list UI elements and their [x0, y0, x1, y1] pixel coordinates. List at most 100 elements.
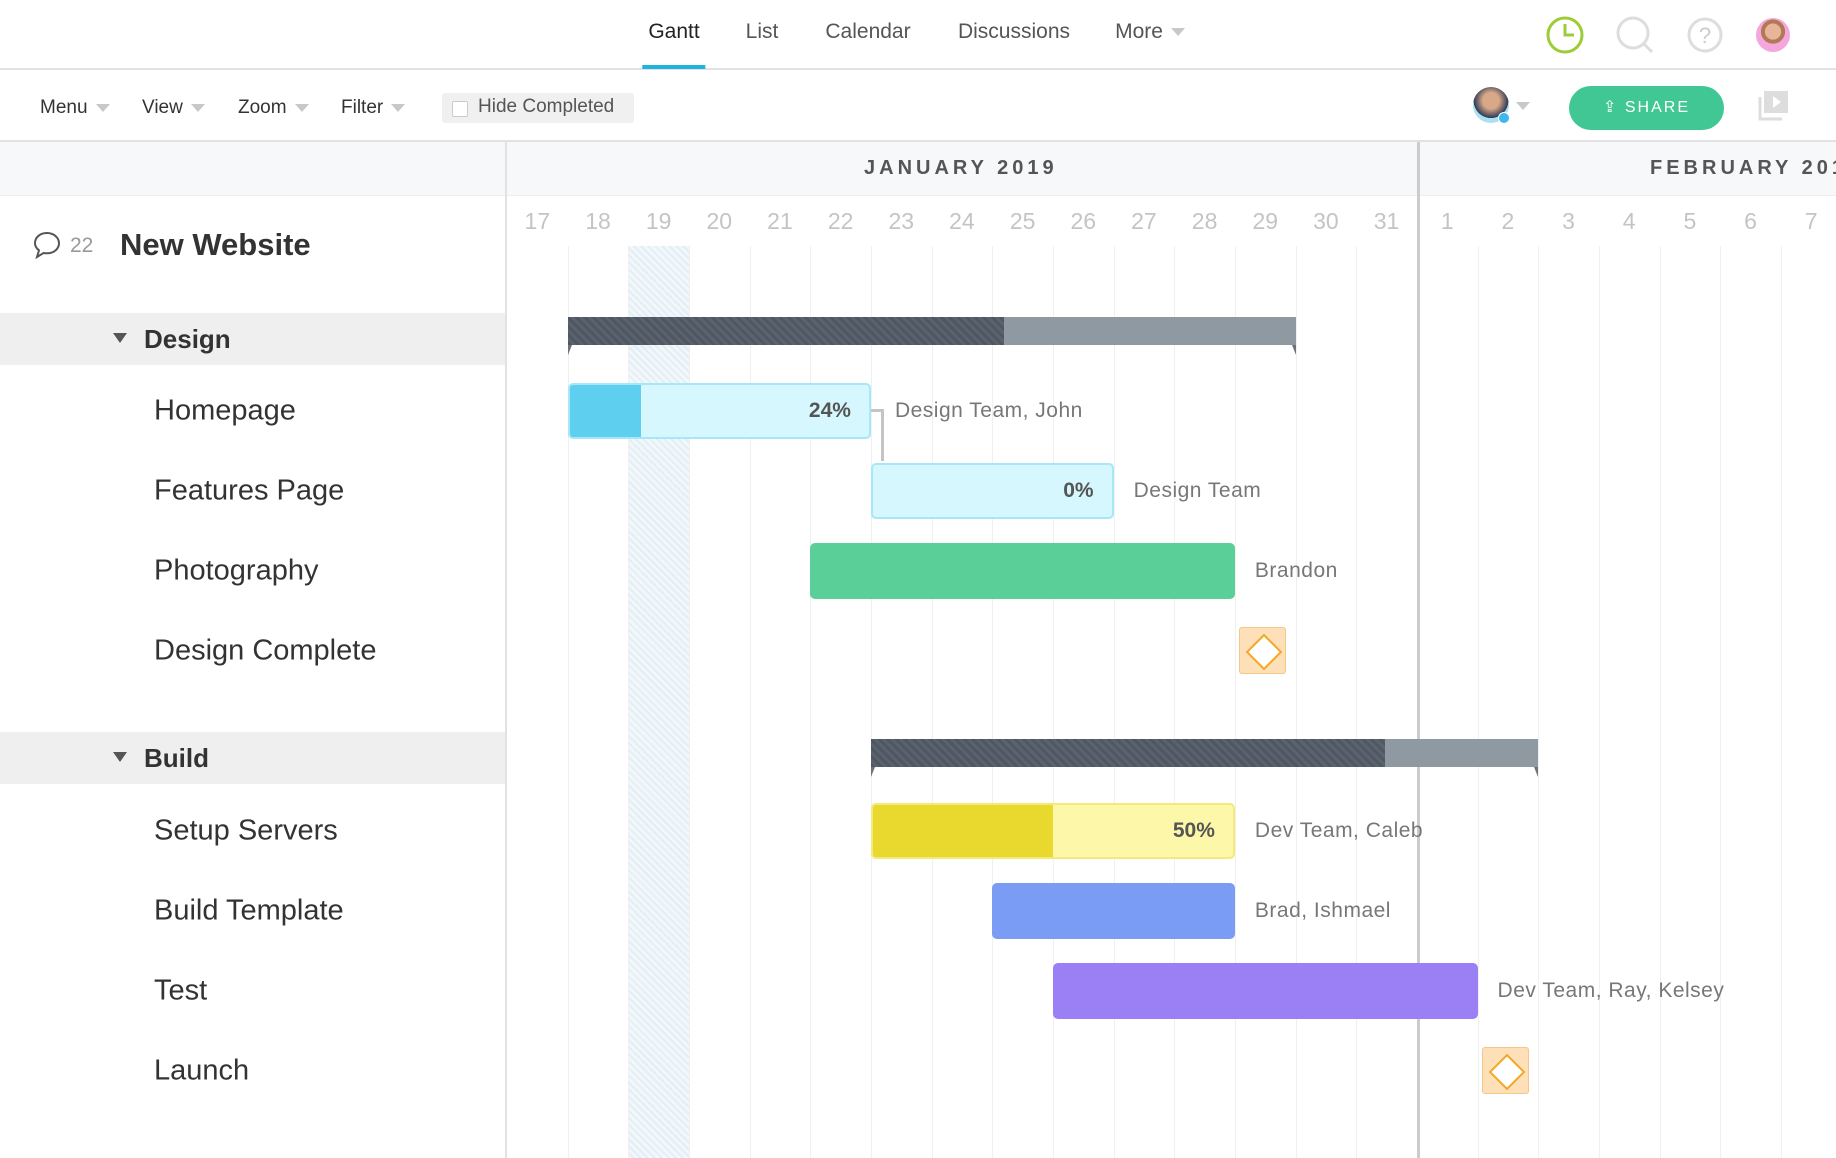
- present-icon[interactable]: [1758, 89, 1790, 121]
- svg-text:?: ?: [1699, 23, 1711, 48]
- month-header: JANUARY 2019 FEBRUARY 201: [507, 142, 1836, 196]
- task-progress-fill: [872, 805, 1053, 857]
- tab-list[interactable]: List: [745, 20, 779, 43]
- dependency-line: [880, 409, 884, 461]
- milestone-diamond-icon[interactable]: [1481, 1047, 1529, 1094]
- filter-dropdown[interactable]: Filter: [341, 97, 406, 119]
- task-bar[interactable]: 0%: [870, 463, 1114, 519]
- grid-line: [628, 246, 630, 1158]
- menu-dropdown[interactable]: Menu: [40, 97, 110, 119]
- task-label[interactable]: Launch: [154, 1054, 250, 1087]
- task-label[interactable]: Test: [154, 974, 208, 1007]
- view-dropdown[interactable]: View: [142, 97, 205, 119]
- day-label: 23: [888, 208, 915, 234]
- grid-line: [1659, 246, 1661, 1158]
- task-bar[interactable]: [810, 543, 1235, 599]
- grid-line: [1295, 246, 1297, 1158]
- summary-progress: [567, 317, 1005, 345]
- task-bar[interactable]: 50%: [870, 803, 1235, 859]
- clock-icon[interactable]: [1545, 15, 1585, 55]
- day-label: 5: [1683, 208, 1697, 234]
- progress-label: 24%: [808, 399, 851, 422]
- day-label: 2: [1501, 208, 1515, 234]
- share-label: SHARE: [1624, 99, 1690, 116]
- assignees-label: Dev Team, Ray, Kelsey: [1497, 979, 1725, 1002]
- view-label: View: [142, 97, 183, 118]
- grid-line: [688, 246, 690, 1158]
- day-label: 25: [1009, 208, 1036, 234]
- grid-line: [1174, 246, 1176, 1158]
- zoom-dropdown[interactable]: Zoom: [238, 97, 309, 119]
- day-label: 6: [1744, 208, 1757, 234]
- group-row-build[interactable]: Build: [0, 732, 505, 784]
- help-icon[interactable]: ?: [1685, 15, 1725, 55]
- collapse-triangle-icon[interactable]: [113, 333, 127, 343]
- comment-count: 22: [70, 234, 94, 257]
- chevron-down-icon: [95, 103, 110, 112]
- dependency-line: [870, 409, 883, 412]
- grid-line: [1113, 246, 1115, 1158]
- menu-label: Menu: [40, 97, 88, 118]
- assignees-label: Brad, Ishmael: [1254, 899, 1391, 922]
- user-avatar[interactable]: [1756, 18, 1790, 52]
- summary-bar[interactable]: [567, 317, 1296, 355]
- group-label: Design: [144, 324, 231, 354]
- task-list-pane: 22 New Website Design Homepage Features Pa…: [0, 142, 507, 1158]
- tab-discussions[interactable]: Discussions: [957, 20, 1071, 43]
- tab-more[interactable]: More: [1115, 20, 1185, 44]
- month-label: JANUARY 2019: [864, 157, 1058, 179]
- tab-calendar[interactable]: Calendar: [825, 20, 911, 43]
- task-label[interactable]: Homepage: [154, 394, 296, 427]
- hide-completed-toggle[interactable]: Hide Completed: [442, 93, 634, 123]
- grid-line: [567, 246, 569, 1158]
- grid-line: [1477, 246, 1479, 1158]
- day-label: 4: [1622, 208, 1636, 234]
- search-icon[interactable]: [1615, 15, 1655, 55]
- grid-line: [931, 246, 933, 1158]
- more-label: More: [1115, 20, 1163, 43]
- grid-line: [1720, 246, 1722, 1158]
- progress-label: 0%: [1063, 479, 1094, 502]
- summary-bar[interactable]: [870, 739, 1539, 777]
- grid-line: [1234, 246, 1236, 1158]
- task-label[interactable]: Design Complete: [154, 634, 377, 667]
- assignees-label: Design Team: [1133, 479, 1262, 502]
- day-label: 22: [827, 208, 854, 234]
- comment-icon[interactable]: [32, 230, 62, 260]
- month-label: FEBRUARY 201: [1650, 157, 1836, 179]
- chevron-down-icon[interactable]: [1516, 102, 1530, 110]
- group-label: Build: [144, 743, 209, 773]
- zoom-label: Zoom: [238, 97, 287, 118]
- day-label: 26: [1070, 208, 1097, 234]
- task-label[interactable]: Setup Servers: [154, 814, 338, 847]
- task-bar[interactable]: 24%: [567, 383, 871, 439]
- task-bar[interactable]: [992, 883, 1235, 939]
- grid-line: [1780, 246, 1782, 1158]
- share-icon: ⇪: [1603, 99, 1625, 116]
- tab-gantt[interactable]: Gantt: [642, 20, 707, 69]
- task-label[interactable]: Features Page: [154, 474, 345, 507]
- chevron-down-icon: [294, 103, 309, 112]
- day-label: 18: [585, 208, 611, 234]
- day-label: 19: [645, 208, 672, 234]
- group-row-design[interactable]: Design: [0, 313, 505, 365]
- day-label: 28: [1191, 208, 1218, 234]
- day-label: 31: [1373, 208, 1400, 234]
- hide-completed-checkbox[interactable]: [452, 101, 468, 117]
- grid-line: [870, 246, 872, 1158]
- chevron-down-icon: [1170, 28, 1185, 37]
- top-nav: Gantt List Calendar Discussions More ?: [0, 0, 1836, 70]
- grid-line: [1598, 246, 1600, 1158]
- task-label[interactable]: Build Template: [154, 894, 344, 927]
- month-divider: [1416, 142, 1420, 1158]
- day-label: 29: [1252, 208, 1279, 234]
- assignees-label: Dev Team, Caleb: [1254, 819, 1424, 842]
- milestone-diamond-icon[interactable]: [1238, 627, 1286, 674]
- filter-label: Filter: [341, 97, 384, 118]
- project-title: New Website: [120, 227, 311, 262]
- share-button[interactable]: ⇪ SHARE: [1569, 86, 1724, 130]
- collapse-triangle-icon[interactable]: [113, 752, 127, 762]
- task-label[interactable]: Photography: [154, 554, 319, 587]
- task-list-header: [0, 142, 505, 196]
- task-bar[interactable]: [1052, 963, 1478, 1019]
